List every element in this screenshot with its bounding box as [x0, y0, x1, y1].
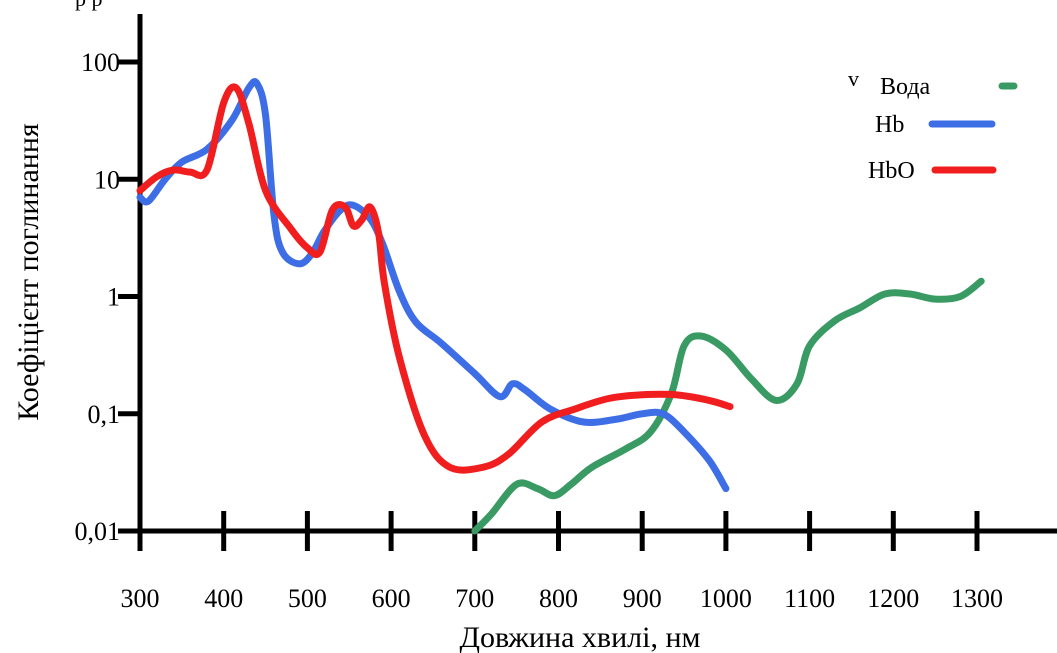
x-tick-label: 800: [539, 584, 578, 613]
x-tick-label: 400: [204, 584, 243, 613]
legend: Вода Hb HbO: [868, 74, 1018, 184]
stray-mark: v: [848, 66, 859, 91]
legend-label-hb: Hb: [875, 112, 904, 138]
x-tick-label: 1000: [700, 584, 752, 613]
y-tick-label: 10: [94, 165, 120, 194]
x-tick-label: 700: [455, 584, 494, 613]
series-line-hb: [136, 78, 730, 493]
y-ticks: 0,01 0,1 1 10 100: [75, 48, 140, 546]
top-clipped-text: р р: [75, 0, 103, 11]
y-tick-label: 100: [81, 48, 120, 77]
y-tick-label: 0,1: [88, 400, 121, 429]
y-axis-title: Коефіцієнт поглинання: [12, 123, 45, 421]
x-tick-label: 1100: [784, 584, 835, 613]
legend-label-water: Вода: [880, 74, 931, 100]
y-tick-label: 0,01: [75, 517, 121, 546]
x-tick-label: 900: [623, 584, 662, 613]
x-ticks: 300 400 500 600 700 800 900 1000 1100 1200 1300: [121, 511, 1003, 613]
x-tick-label: 1300: [951, 584, 1003, 613]
series-layer: [136, 78, 985, 535]
x-tick-label: 500: [288, 584, 327, 613]
legend-label-hbo: HbO: [868, 158, 915, 184]
series-line-water: [471, 277, 985, 535]
axes: [118, 14, 1057, 534]
y-tick-label: 1: [107, 283, 120, 312]
x-tick-label: 600: [372, 584, 411, 613]
x-tick-label: 300: [121, 584, 160, 613]
series-line-hbo: [136, 83, 734, 474]
x-axis-title: Довжина хвилі, нм: [460, 621, 701, 653]
x-tick-label: 1200: [867, 584, 919, 613]
